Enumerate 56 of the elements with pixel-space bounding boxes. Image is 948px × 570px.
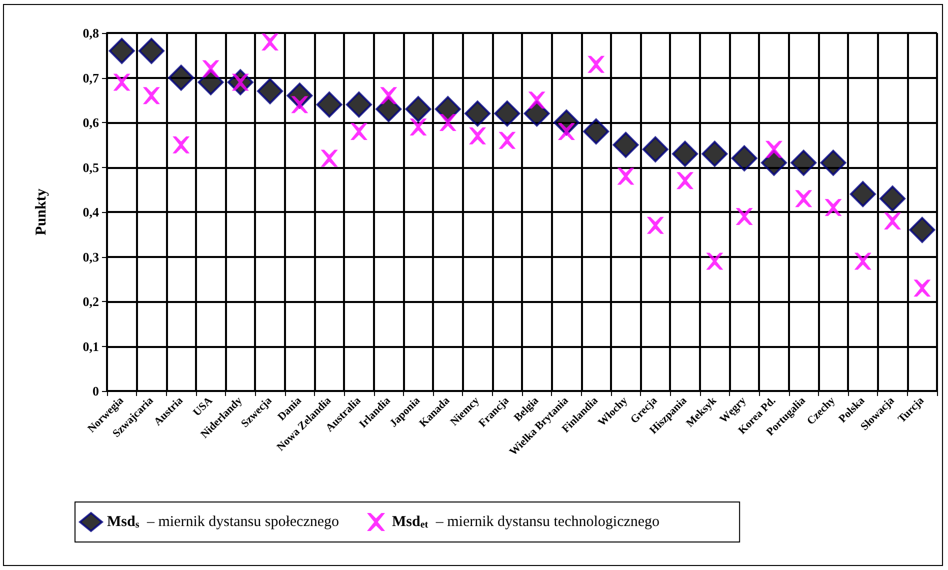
point <box>202 60 220 78</box>
point <box>824 199 842 216</box>
point <box>765 140 782 158</box>
point <box>736 208 753 225</box>
point <box>108 38 135 64</box>
point <box>439 114 456 131</box>
point <box>320 150 338 167</box>
point <box>850 181 876 208</box>
point <box>880 186 906 212</box>
point <box>790 150 817 176</box>
y-tick-label: 0,7 <box>82 70 100 86</box>
point <box>884 212 902 230</box>
point <box>702 140 728 167</box>
point <box>612 132 639 158</box>
y-tick-label: 0,4 <box>82 204 100 220</box>
point <box>291 96 308 114</box>
point <box>469 127 486 144</box>
y-tick-label: 0,8 <box>82 26 100 40</box>
point <box>316 92 342 118</box>
point <box>168 64 194 91</box>
point <box>257 78 284 104</box>
point <box>676 172 694 190</box>
point <box>854 252 872 270</box>
y-tick-label: 0,2 <box>82 294 99 309</box>
point <box>914 280 931 297</box>
point <box>380 87 398 104</box>
point <box>494 100 520 127</box>
point <box>706 252 724 270</box>
point <box>588 56 605 73</box>
point <box>672 140 698 167</box>
point <box>405 96 432 122</box>
y-tick-label: 0,6 <box>82 115 100 130</box>
y-axis-title: Punkty <box>34 188 50 236</box>
point <box>731 145 758 172</box>
point <box>350 122 368 140</box>
point <box>142 87 160 104</box>
point <box>795 190 812 208</box>
y-tick-label: 0,3 <box>82 249 100 264</box>
point <box>138 38 164 64</box>
point <box>909 216 936 243</box>
point <box>528 92 546 109</box>
point <box>617 168 634 185</box>
point <box>583 118 610 144</box>
point <box>172 136 190 154</box>
point <box>113 74 130 91</box>
y-tick-label: 0 <box>92 384 99 398</box>
point <box>262 33 279 50</box>
point <box>464 100 491 127</box>
point <box>410 118 427 136</box>
y-tick-label: 0,5 <box>82 160 100 175</box>
y-tick-label: 0,1 <box>82 338 99 354</box>
point <box>642 136 668 162</box>
point <box>346 92 372 118</box>
point <box>646 216 664 234</box>
point <box>820 150 846 176</box>
point <box>498 132 516 149</box>
